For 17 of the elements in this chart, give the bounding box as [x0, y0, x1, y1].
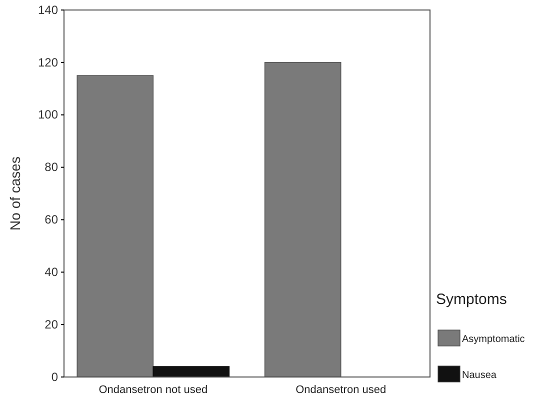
bar [76, 75, 154, 378]
x-tick-label: Ondansetron used [296, 384, 386, 396]
legend-label: Asymptomatic [462, 334, 525, 345]
legend-label: Nausea [462, 370, 497, 381]
y-tick-label: 140 [38, 2, 58, 17]
bar [264, 62, 342, 378]
y-axis-title: No of cases [7, 156, 23, 230]
y-tick-label: 40 [44, 264, 58, 279]
y-tick-label: 0 [51, 370, 58, 384]
bar [152, 366, 230, 378]
legend-title: Symptoms [436, 291, 507, 308]
y-tick-label: 100 [38, 108, 58, 122]
y-tick-label: 20 [44, 317, 58, 332]
y-tick-label: 60 [44, 212, 58, 227]
y-tick-label: 80 [44, 160, 58, 174]
y-tick-label: 120 [38, 55, 58, 70]
x-tick-label: Ondansetron not used [98, 384, 208, 396]
